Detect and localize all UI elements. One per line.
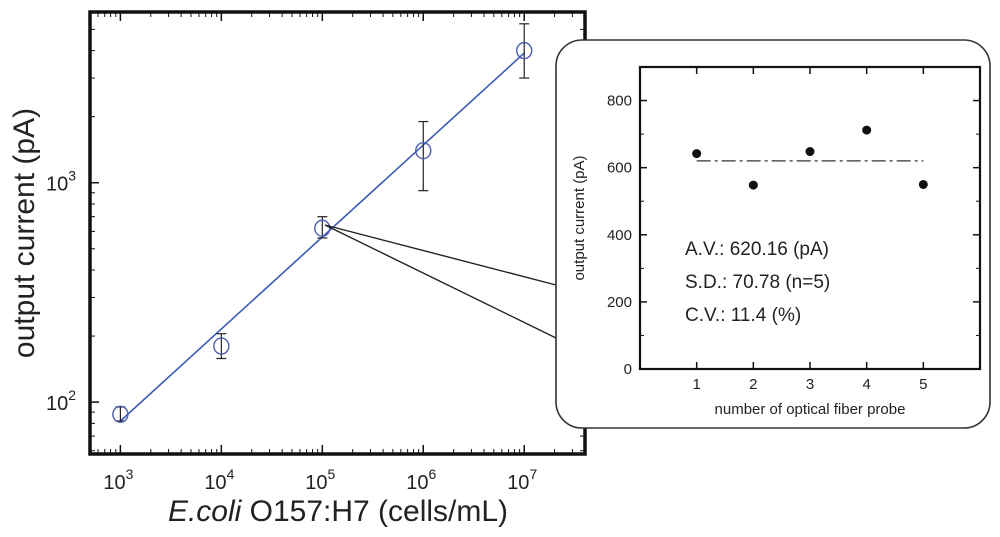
zoom-connector-upper [324,224,557,286]
inset-x-axis-label: number of optical fiber probe [715,401,906,418]
main-data-point [213,337,230,355]
main-x-tick-base: 10 [305,472,327,494]
main-x-axis-label-italic: E.coli [168,495,243,528]
main-x-tick-label: 105 [305,466,335,494]
main-x-axis-label: E.coli O157:H7 (cells/mL) [168,495,508,528]
main-y-tick-exp: 2 [68,387,76,403]
inset-data-point [692,149,702,159]
main-data-point [516,41,533,60]
main-y-tick-label: 103 [46,168,76,196]
main-data-point [314,219,331,237]
main-x-ticks: 103 104 105 106 107 [89,12,586,494]
inset-x-tick-label: 5 [919,376,927,393]
main-x-tick-base: 10 [204,472,226,494]
inset-x-tick-label: 2 [749,376,757,393]
main-y-tick-label: 102 [46,387,76,415]
inset-y-axis-label: output current (pA) [571,155,588,280]
main-x-tick-exp: 5 [328,466,336,482]
main-x-tick-base: 10 [103,472,125,494]
inset-y-tick-label: 800 [607,93,632,110]
inset-y-tick-label: 400 [607,227,632,244]
inset-data-point [918,179,928,189]
inset-chart: 0 200 400 600 800 1 2 3 4 5 A.V.: 620.16 (pA) S.D… [555,39,991,429]
main-data-points [112,23,533,423]
main-x-tick-label: 104 [204,466,234,494]
main-x-tick-exp: 6 [428,466,436,482]
inset-y-ticks: 0 200 400 600 800 [607,93,980,378]
inset-data-point [862,125,872,135]
inset-annotation-text: C.V.: 11.4 (%) [685,305,801,326]
inset-x-tick-label: 1 [692,376,700,393]
main-x-tick-base: 10 [406,472,428,494]
inset-data-point [805,147,815,157]
main-x-tick-base: 10 [507,472,529,494]
inset-x-tick-label: 4 [862,376,870,393]
inset-x-tick-label: 3 [806,376,814,393]
inset-x-ticks: 1 2 3 4 5 [692,67,928,393]
inset-y-tick-label: 200 [607,294,632,311]
inset-y-tick-label: 0 [624,361,632,378]
inset-annotations: A.V.: 620.16 (pA) S.D.: 70.78 (n=5) C.V.: … [685,239,830,326]
inset-panel [555,39,991,429]
inset-data-points [692,125,928,190]
zoom-connector-lower [324,224,557,339]
main-x-tick-label: 106 [406,466,436,494]
main-y-axis-label: output current (pA) [8,108,41,358]
inset-y-tick-label: 600 [607,160,632,177]
main-x-tick-label: 103 [103,466,133,494]
main-x-axis-label-rest: O157:H7 (cells/mL) [241,495,508,528]
main-y-tick-base: 10 [46,393,68,415]
main-x-tick-exp: 4 [227,466,235,482]
main-x-tick-exp: 3 [126,466,134,482]
inset-data-point [748,180,758,190]
main-data-point [415,141,432,160]
inset-annotation-text: S.D.: 70.78 (n=5) [685,272,830,293]
main-data-point [112,405,129,423]
main-x-tick-exp: 7 [529,466,537,482]
main-y-tick-exp: 3 [68,168,76,184]
main-y-tick-base: 10 [46,174,68,196]
inset-annotation-text: A.V.: 620.16 (pA) [685,239,829,260]
main-x-tick-label: 107 [507,466,537,494]
main-plot-frame [88,10,587,456]
